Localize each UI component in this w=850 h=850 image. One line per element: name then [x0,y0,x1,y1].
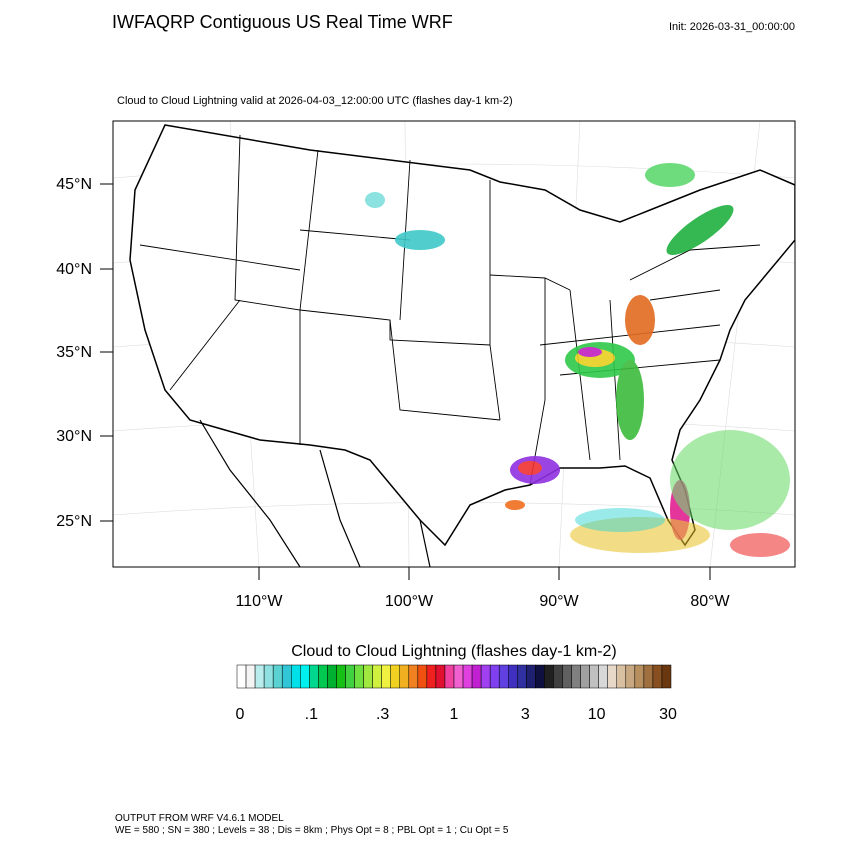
colorbar-cell [589,664,599,689]
colorbar-cell [336,664,346,689]
colorbar-cell [480,664,491,689]
lat-label: 45°N [56,176,92,193]
lon-label: 90°W [539,593,579,610]
colorbar-cell [444,664,455,689]
colorbar-cell [245,664,256,689]
lat-label: 40°N [56,261,92,278]
colorbar-cell [453,664,464,689]
colorbar-cell [399,664,410,689]
colorbar-cell [571,664,581,689]
lat-label: 35°N [56,344,92,361]
colorbar-cell [598,664,608,689]
colorbar-cell [462,664,473,689]
colorbar-cell [489,664,500,689]
colorbar-cell [309,664,319,689]
footer-line: OUTPUT FROM WRF V4.6.1 MODEL [115,813,284,824]
colorbar-label: 1 [450,706,459,723]
colorbar-label: 3 [521,706,530,723]
footer-line: WE = 580 ; SN = 380 ; Levels = 38 ; Dis … [115,825,509,836]
map-frame [112,120,796,568]
lon-label: 80°W [690,593,730,610]
colorbar-cell [390,664,401,689]
colorbar-cell [354,664,364,689]
colorbar-cell [300,664,310,689]
colorbar-cell [363,664,373,689]
lightning-field [365,163,790,557]
colorbar-cell [281,664,292,689]
colorbar-cell [517,664,527,689]
colorbar-cell [562,664,572,689]
colorbar-cell [381,664,391,689]
colorbar-cell [372,664,382,689]
colorbar-cell [535,664,545,689]
colorbar-label: 10 [588,706,606,723]
colorbar-label: 0 [236,706,245,723]
colorbar-cell [508,664,518,689]
colorbar-cell [254,664,265,689]
colorbar-cell [318,664,328,689]
colorbar-title: Cloud to Cloud Lightning (flashes day-1 … [291,643,617,660]
colorbar-cell [263,664,274,689]
lon-label: 110°W [235,593,283,610]
lat-label: 30°N [56,428,92,445]
colorbar-cell [607,664,617,689]
colorbar-cell [236,664,247,689]
colorbar-cell [498,664,509,689]
lat-label: 25°N [56,513,92,530]
lon-labels: 110°W 100°W 90°W 80°W [235,567,731,610]
colorbar-cell [291,664,301,689]
colorbar-cell [327,664,337,689]
colorbar-cell [661,664,672,689]
subtitle: Cloud to Cloud Lightning valid at 2026-0… [117,95,513,107]
colorbar-cell [643,664,654,689]
colorbar-cell [625,664,636,689]
colorbar: 0 .1 .3 1 3 10 30 [236,664,677,723]
colorbar-cell [580,664,590,689]
colorbar-label: .3 [376,706,389,723]
state-lines [139,134,761,486]
colorbar-cell [426,664,437,689]
colorbar-cell [526,664,536,689]
colorbar-cell [345,664,355,689]
colorbar-cell [408,664,419,689]
colorbar-cell [435,664,446,689]
map-area [113,121,795,567]
colorbar-label: 30 [659,706,677,723]
lat-labels: 45°N 40°N 35°N 30°N 25°N [56,176,113,530]
colorbar-cell [616,664,627,689]
colorbar-cell [417,664,428,689]
lon-label: 100°W [385,593,434,610]
colorbar-label: .1 [305,706,318,723]
colorbar-cell [544,664,554,689]
colorbar-cell [272,664,283,689]
colorbar-cell [652,664,663,689]
title: IWFAQRP Contiguous US Real Time WRF [112,12,453,32]
colorbar-cell [553,664,563,689]
colorbar-cell [634,664,645,689]
colorbar-cell [471,664,482,689]
init-time: Init: 2026-03-31_00:00:00 [669,21,795,33]
